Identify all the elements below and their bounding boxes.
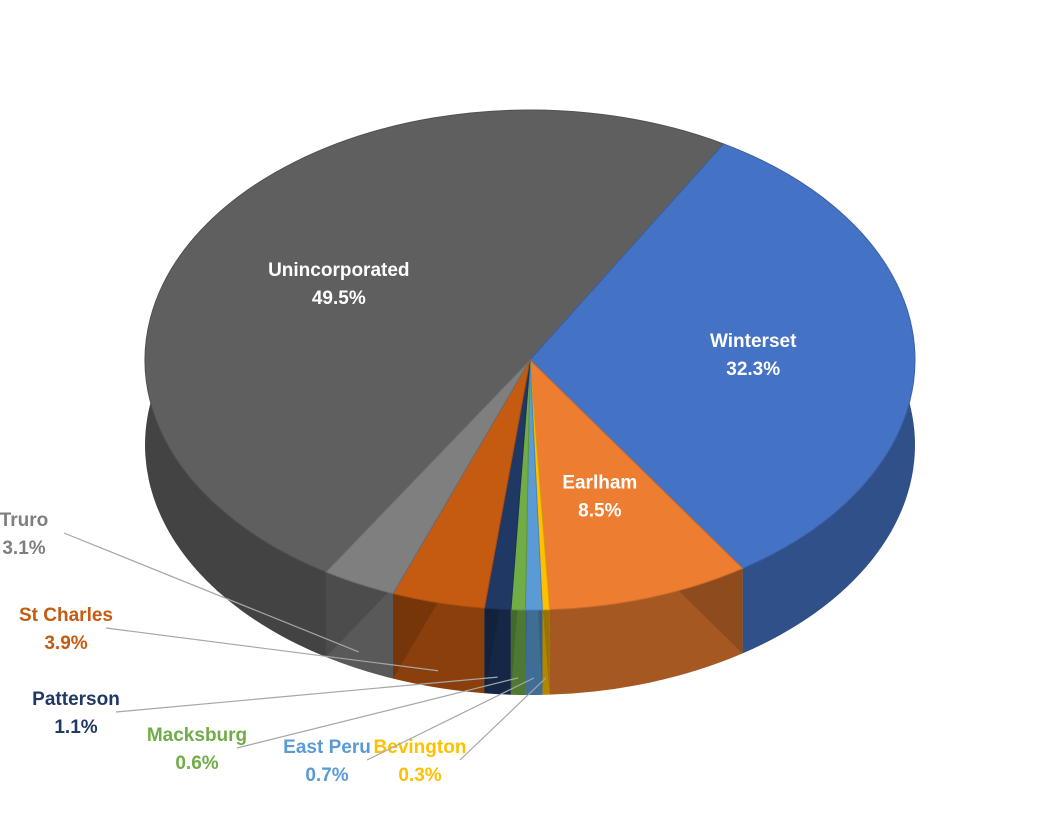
- tops: [144, 109, 916, 611]
- slice: [144, 109, 725, 573]
- value-label: 8.5%: [578, 501, 621, 522]
- value-label: 32.3%: [726, 359, 780, 380]
- value-label: 0.3%: [398, 765, 441, 786]
- value-label: 3.9%: [44, 633, 87, 654]
- leader-line: [115, 676, 498, 713]
- slice: [325, 359, 531, 595]
- value-label: 0.7%: [305, 765, 348, 786]
- leader-line: [236, 677, 519, 749]
- category-label: Winterset: [710, 331, 797, 352]
- value-label: 0.6%: [175, 753, 218, 774]
- labels: Unincorporated 49.5% Winterset 32.3% Earlham…: [0, 260, 797, 786]
- value-label: 49.5%: [312, 288, 366, 309]
- slice: [529, 358, 744, 611]
- category-label: St Charles: [19, 605, 113, 626]
- category-label: East Peru: [283, 737, 371, 758]
- category-label: Bevington: [374, 737, 467, 758]
- value-label: 3.1%: [2, 538, 45, 559]
- category-label: Unincorporated: [268, 260, 409, 281]
- category-label: Earlham: [562, 473, 637, 494]
- category-label: Macksburg: [147, 725, 247, 746]
- slice-side: [525, 609, 543, 696]
- category-label: Patterson: [32, 689, 120, 710]
- slice: [529, 143, 916, 570]
- category-label: Truro: [0, 510, 48, 531]
- leader-line: [105, 627, 439, 672]
- value-label: 1.1%: [54, 717, 97, 738]
- leader-line: [366, 677, 535, 761]
- leader-line: [63, 532, 359, 653]
- leader-line: [459, 677, 547, 761]
